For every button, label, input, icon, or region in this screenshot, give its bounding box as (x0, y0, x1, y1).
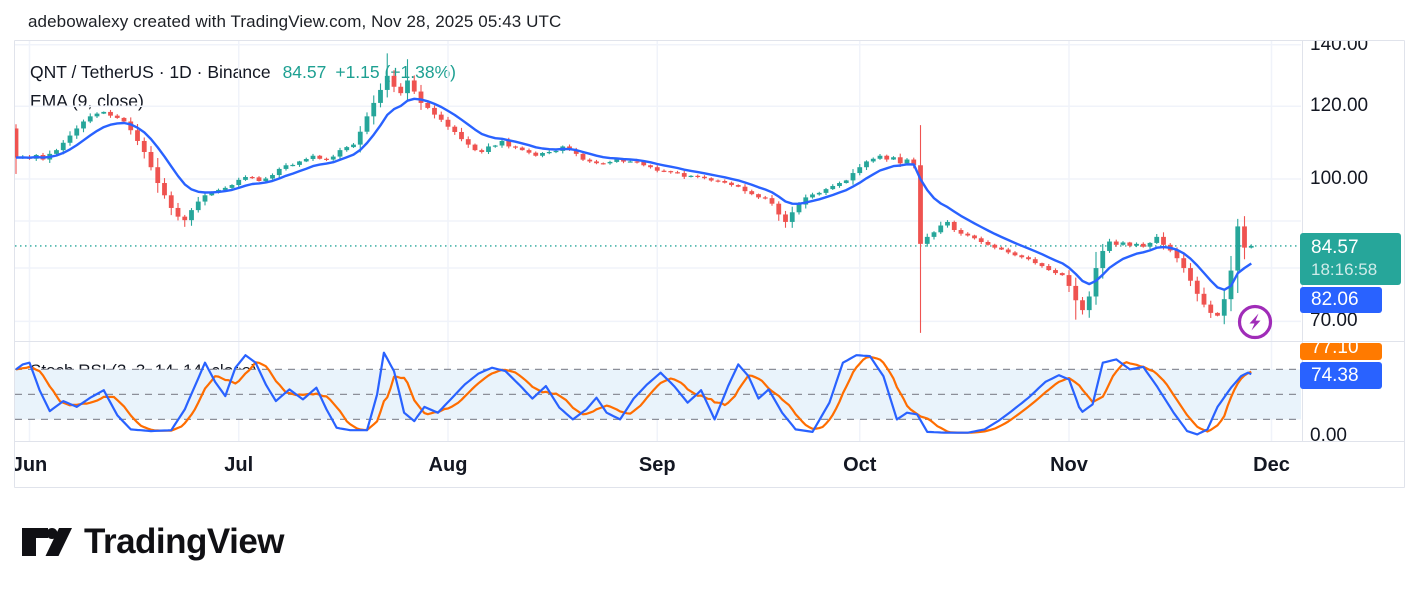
last-price-text: 84.57 (282, 62, 327, 82)
ema-line (15, 97, 1252, 291)
ema-value-badge: 82.06 (1300, 287, 1382, 313)
month-tick: Dec (1253, 454, 1290, 476)
logo-glyph-1b (22, 528, 48, 556)
stoch-d-badge: 77.10 (1300, 343, 1382, 360)
time-axis[interactable]: Jun Jul Aug Sep Oct Nov Dec (15, 449, 1305, 483)
month-tick: Sep (638, 454, 676, 476)
tradingview-logo-icon (22, 528, 72, 556)
symbol-title: QNT / TetherUS · 1D · Binance (30, 62, 271, 82)
logo-glyph-7 (45, 528, 72, 556)
stoch-k-badge: 74.38 (1300, 362, 1382, 389)
price-tick: 70.00 (1310, 310, 1358, 332)
last-price-badge: 84.57 18:16:58 (1300, 233, 1401, 285)
symbol-row: QNT / TetherUS · 1D · Binance 84.57 +1.15 … (30, 58, 456, 87)
price-change-text: +1.15 (+1.38%) (335, 62, 456, 82)
price-tick: 140.00 (1310, 41, 1369, 55)
stoch-d-badge-value: 77.10 (1311, 343, 1359, 358)
price-tick: 100.00 (1310, 168, 1369, 189)
month-tick: Jun (15, 454, 48, 476)
price-tick: 120.00 (1310, 95, 1369, 117)
tradingview-wordmark: TradingView (84, 522, 285, 561)
stoch-lines (15, 351, 1252, 436)
flash-action-button[interactable] (1237, 304, 1273, 340)
bar-countdown: 18:16:58 (1311, 260, 1378, 279)
chart-legend: QNT / TetherUS · 1D · Binance 84.57 +1.15 … (30, 58, 456, 116)
logo-dot (46, 528, 58, 539)
month-tick: Oct (843, 454, 877, 476)
month-tick: Nov (1050, 454, 1088, 476)
attribution-text: adebowalexy created with TradingView.com… (28, 12, 562, 31)
month-tick: Aug (428, 454, 468, 476)
price-axis[interactable]: 140.00 120.00 100.00 70.00 0.00 (1303, 41, 1403, 445)
last-price-badge-value: 84.57 (1311, 237, 1359, 258)
lightning-icon (1249, 313, 1261, 331)
candles (15, 53, 1254, 333)
panel-borders (14, 40, 1405, 488)
stoch-band (15, 368, 1301, 420)
tradingview-logo[interactable]: TradingView (22, 522, 285, 562)
month-tick: Jul (224, 454, 254, 476)
stoch-zero-tick: 0.00 (1310, 425, 1347, 445)
